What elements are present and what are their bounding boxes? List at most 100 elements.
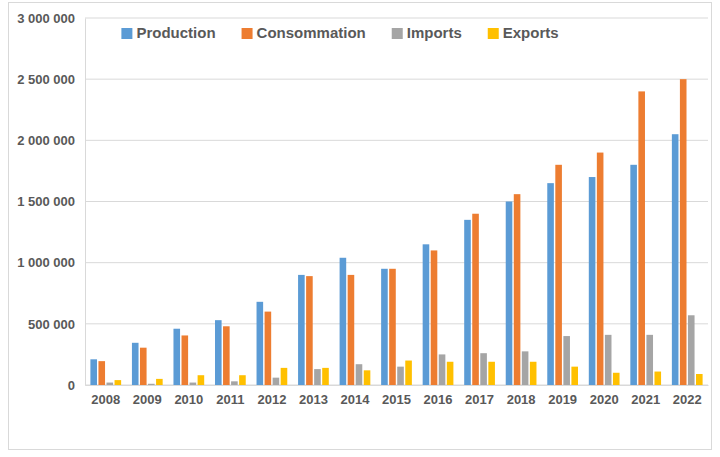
x-tick: 2017	[465, 385, 494, 407]
bar	[589, 177, 596, 385]
bar	[198, 375, 205, 385]
bar	[132, 343, 139, 385]
x-tick-label: 2022	[673, 392, 702, 407]
legend-label: Consommation	[257, 24, 366, 41]
bar	[680, 79, 687, 385]
bar	[423, 244, 430, 385]
legend-label: Exports	[503, 24, 559, 41]
y-tick-label: 3 000 000	[17, 11, 75, 26]
y-tick-label: 2 000 000	[17, 133, 75, 148]
x-tick: 2019	[548, 385, 577, 407]
x-tick: 2010	[174, 385, 203, 407]
bar	[389, 269, 396, 385]
bar	[215, 320, 222, 385]
legend-swatch	[488, 28, 499, 39]
bar	[265, 312, 272, 385]
bar	[571, 367, 578, 385]
bar	[638, 91, 645, 385]
bar	[688, 315, 695, 385]
bar	[480, 353, 487, 385]
bar	[257, 302, 264, 385]
bar	[281, 368, 288, 385]
y-tick: 2 500 000	[17, 72, 85, 87]
grid-line	[85, 79, 708, 80]
bar	[115, 380, 122, 385]
y-tick-label: 1 000 000	[17, 255, 75, 270]
y-axis: 0 500 000 1 000 000 1 500 000 2 000 000 2 500…	[17, 11, 85, 393]
x-tick: 2011	[216, 385, 244, 407]
bar	[298, 275, 305, 385]
chart: 0 500 000 1 000 000 1 500 000 2 000 000 2 500…	[0, 0, 720, 457]
bar	[356, 364, 363, 385]
x-tick-label: 2017	[465, 392, 494, 407]
bar	[106, 383, 113, 385]
bar	[646, 335, 653, 385]
y-tick: 1 000 000	[17, 255, 85, 270]
bar	[173, 329, 180, 385]
chart-frame	[9, 3, 712, 450]
bar	[514, 194, 521, 385]
bar	[314, 369, 321, 385]
bar	[306, 276, 313, 385]
x-tick-label: 2019	[548, 392, 577, 407]
bar	[605, 335, 612, 385]
bar	[530, 362, 537, 385]
x-tick: 2013	[299, 385, 328, 407]
series-bars	[115, 361, 703, 385]
x-tick: 2022	[673, 385, 702, 407]
legend-item: Consommation	[242, 24, 366, 41]
x-tick: 2016	[424, 385, 453, 407]
legend-swatch	[121, 28, 132, 39]
x-tick-label: 2013	[299, 392, 328, 407]
bar	[231, 381, 238, 385]
x-tick: 2018	[507, 385, 536, 407]
bar	[472, 214, 479, 385]
x-tick-label: 2014	[341, 392, 371, 407]
legend-item: Exports	[488, 24, 559, 41]
bar	[464, 220, 471, 385]
legend-item: Production	[121, 24, 215, 41]
y-tick: 3 000 000	[17, 11, 85, 26]
x-tick-label: 2020	[590, 392, 619, 407]
x-tick-label: 2018	[507, 392, 536, 407]
x-tick: 2012	[257, 385, 286, 407]
x-tick: 2020	[590, 385, 619, 407]
bar	[563, 336, 570, 385]
bar	[547, 183, 554, 385]
bar	[156, 379, 163, 385]
bar	[613, 373, 620, 385]
x-tick-label: 2011	[216, 392, 244, 407]
bar	[397, 367, 404, 385]
bar	[522, 351, 529, 385]
bar	[364, 370, 371, 385]
series-bars	[98, 79, 686, 385]
bar	[381, 269, 388, 385]
bar	[439, 354, 446, 385]
bar	[405, 361, 412, 385]
grid-line	[85, 323, 708, 324]
x-tick-label: 2010	[174, 392, 203, 407]
grid	[85, 18, 708, 385]
bar	[322, 368, 329, 385]
bar	[190, 383, 197, 385]
y-tick: 500 000	[28, 316, 85, 331]
x-tick: 2008	[91, 385, 120, 407]
series-bars	[90, 134, 678, 385]
legend-label: Imports	[407, 24, 462, 41]
bar	[488, 362, 495, 385]
grid-line	[85, 201, 708, 202]
bar	[90, 359, 97, 385]
bar	[654, 372, 661, 385]
series-bars	[106, 315, 694, 385]
grid-line	[85, 262, 708, 263]
x-tick-label: 2012	[257, 392, 286, 407]
y-tick: 1 500 000	[17, 194, 85, 209]
bar	[597, 153, 604, 385]
legend-item: Imports	[392, 24, 462, 41]
legend-swatch	[242, 28, 253, 39]
y-tick-label: 500 000	[28, 316, 75, 331]
y-tick: 0	[68, 378, 85, 393]
x-tick: 2014	[341, 385, 371, 407]
y-axis-line	[85, 19, 86, 386]
legend-label: Production	[136, 24, 215, 41]
